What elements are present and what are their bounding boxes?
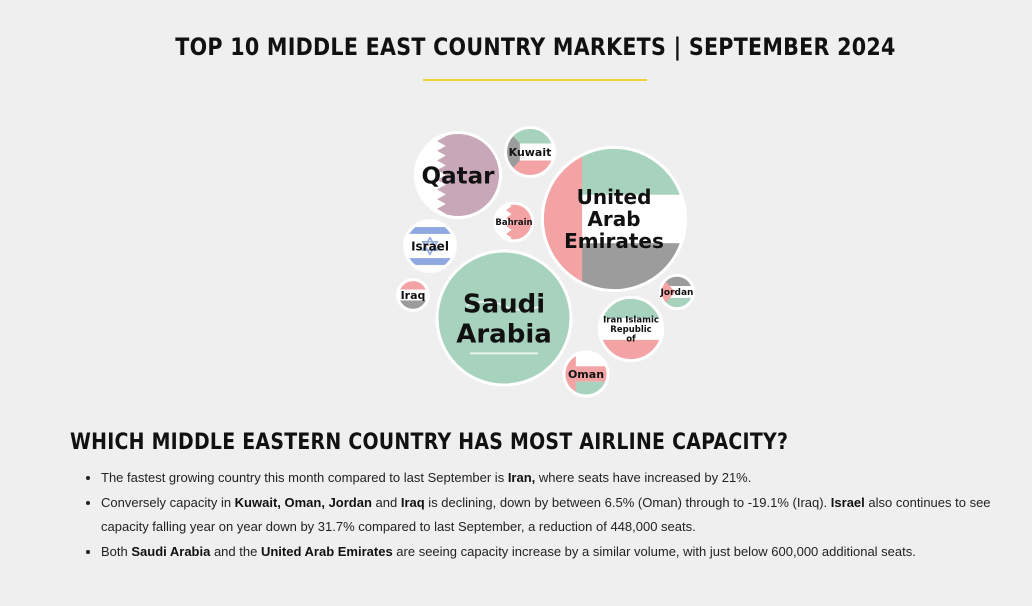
bubble-label: Qatar	[422, 163, 496, 189]
bubble-outline	[403, 219, 457, 273]
oman-flag-icon	[562, 350, 610, 398]
bubble-kuwait: Kuwait	[504, 126, 556, 178]
bubble-outline	[658, 273, 696, 311]
saudi-arabia-flag-icon	[436, 250, 572, 386]
insight-bullet: Conversely capacity in Kuwait, Oman, Jor…	[101, 491, 1011, 540]
bubble-label: Arab	[587, 207, 640, 231]
bubble-label: Kuwait	[509, 146, 552, 159]
bubble-jordan: Jordan	[658, 273, 696, 311]
uae-flag-icon	[541, 146, 687, 292]
insight-bullet: Both Saudi Arabia and the United Arab Em…	[101, 540, 1011, 565]
bullet-text: also continues to see capacity falling y…	[101, 494, 991, 535]
bubble-label: United	[577, 185, 652, 209]
bullet-text: The fastest growing country this month c…	[101, 470, 508, 485]
bold-text: Iran,	[507, 470, 536, 485]
bubble-label: Israel	[411, 239, 449, 253]
iraq-flag-icon	[396, 278, 430, 312]
bubble-bahrain: Bahrain	[493, 201, 535, 243]
page-title: TOP 10 MIDDLE EAST COUNTRY MARKETS | SEP…	[175, 33, 896, 61]
bullet-text: are seeing capacity increase by a simila…	[392, 543, 916, 559]
bubble-label: Iraq	[401, 289, 426, 302]
bullet-text: and the	[210, 543, 261, 559]
bullet-text: where seats have increased by 21%.	[535, 470, 752, 485]
bullet-text: and	[371, 494, 401, 510]
bubble-label: Oman	[568, 368, 604, 381]
bubble-label: Emirates	[564, 229, 664, 253]
bubble-outline	[413, 130, 503, 220]
bubble-label: Arabia	[456, 319, 552, 349]
bubble-label: Jordan	[660, 288, 694, 298]
bubble-qatar: Qatar	[413, 130, 503, 220]
bubble-label: of	[626, 335, 636, 345]
bubble-outline	[562, 350, 610, 398]
bullet-text: Conversely capacity in	[101, 494, 235, 510]
bold-text: Saudi Arabia	[131, 543, 211, 559]
bubble-label: Iran Islamic	[603, 316, 659, 326]
bubble-outline	[540, 145, 688, 293]
bubble-iraq: Iraq	[396, 278, 430, 312]
bubble-chart: SaudiArabiaUnitedArabEmiratesQatarKuwait…	[396, 126, 696, 398]
bullet-text: is declining, down by between 6.5% (Oman…	[424, 494, 831, 510]
bold-text: Kuwait, Oman, Jordan	[234, 494, 372, 510]
bubble-label: Bahrain	[495, 218, 532, 228]
title-underline	[423, 79, 647, 81]
bubble-israel: Israel	[403, 219, 457, 273]
section-heading: WHICH MIDDLE EASTERN COUNTRY HAS MOST AI…	[70, 430, 789, 455]
bubble-outline	[493, 201, 535, 243]
bold-text: Israel	[830, 494, 865, 510]
bold-text: Iraq	[400, 494, 425, 510]
insight-bullet: The fastest growing country this month c…	[101, 466, 1011, 491]
bubble-outline	[396, 278, 430, 312]
bold-text: United Arab Emirates	[260, 543, 393, 559]
insight-list: The fastest growing country this month c…	[86, 466, 1011, 564]
bullet-text: Both	[101, 543, 132, 559]
bubble-oman: Oman	[562, 350, 610, 398]
bubble-outline	[504, 126, 556, 178]
bubble-label: Saudi	[463, 289, 545, 319]
bubble-label: Republic	[610, 325, 651, 335]
bubble-outline	[435, 249, 573, 387]
bubble-outline	[597, 295, 665, 363]
